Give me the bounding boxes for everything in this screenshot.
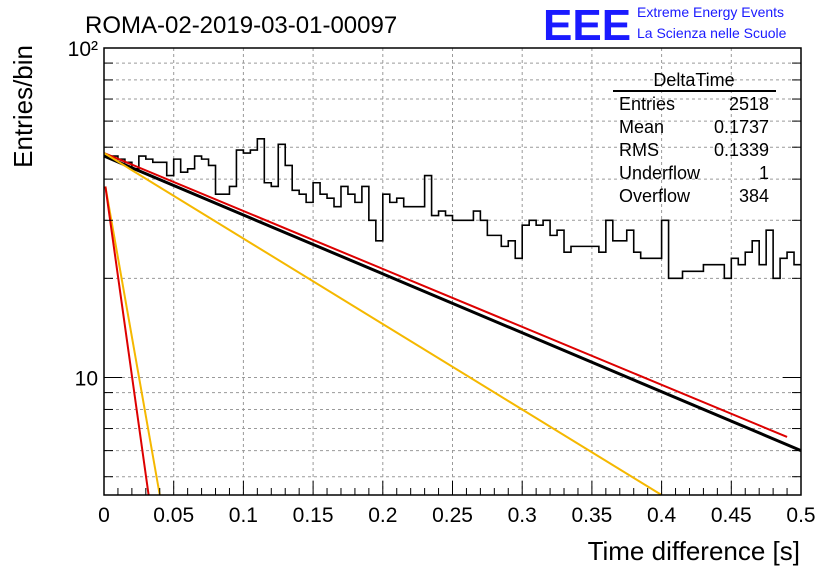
stats-label: RMS <box>619 140 659 160</box>
y-axis-ticks: 10 10² <box>68 38 801 478</box>
y-axis-label: Entries/bin <box>8 45 38 168</box>
stats-name: DeltaTime <box>653 70 734 90</box>
logo-mark: EEE <box>543 1 631 50</box>
stats-value: 0.1339 <box>714 140 769 160</box>
stats-box: DeltaTime Entries 2518 Mean 0.1737 RMS 0.1339… <box>613 70 776 206</box>
x-axis-label: Time difference [s] <box>588 536 800 566</box>
x-tick-label: 0.3 <box>508 504 537 527</box>
stats-label: Mean <box>619 117 664 137</box>
stats-label: Entries <box>619 94 675 114</box>
x-axis-ticks: 0 0.05 0.1 0.15 0.2 0.25 0.3 0.35 0.4 0.45 0.5 <box>98 481 816 527</box>
x-tick-label: 0.45 <box>711 504 752 527</box>
histogram-step-line <box>104 138 801 280</box>
grid <box>104 48 801 495</box>
y-tick-label: 10² <box>68 38 98 61</box>
logo: EEE Extreme Energy Events La Scienza nel… <box>543 1 787 50</box>
x-tick-label: 0.4 <box>647 504 677 527</box>
x-tick-label: 0.2 <box>368 504 397 527</box>
y-tick-label: 10 <box>75 368 98 391</box>
histogram-bars <box>104 138 801 280</box>
fit-line-2 <box>103 152 663 496</box>
x-tick-label: 0.35 <box>571 504 612 527</box>
stats-label: Underflow <box>619 163 701 183</box>
stats-label: Overflow <box>619 186 691 206</box>
x-tick-label: 0.15 <box>293 504 334 527</box>
x-tick-label: 0.25 <box>432 504 473 527</box>
fit-line-1 <box>103 152 788 438</box>
logo-line1: Extreme Energy Events <box>637 4 784 20</box>
x-tick-label: 0 <box>98 504 110 527</box>
x-tick-label: 0.1 <box>229 504 258 527</box>
stats-value: 0.1737 <box>714 117 769 137</box>
stats-value: 2518 <box>729 94 769 114</box>
fit-line-4 <box>104 186 150 496</box>
fit-line-0 <box>103 154 802 452</box>
fit-line-3 <box>104 186 161 496</box>
x-tick-label: 0.05 <box>153 504 194 527</box>
chart-title: ROMA-02-2019-03-01-00097 <box>85 12 397 39</box>
fit-lines <box>103 152 802 496</box>
x-tick-label: 0.5 <box>786 504 815 527</box>
stats-value: 384 <box>739 186 769 206</box>
logo-line2: La Scienza nelle Scuole <box>637 25 787 41</box>
stats-value: 1 <box>759 163 769 183</box>
